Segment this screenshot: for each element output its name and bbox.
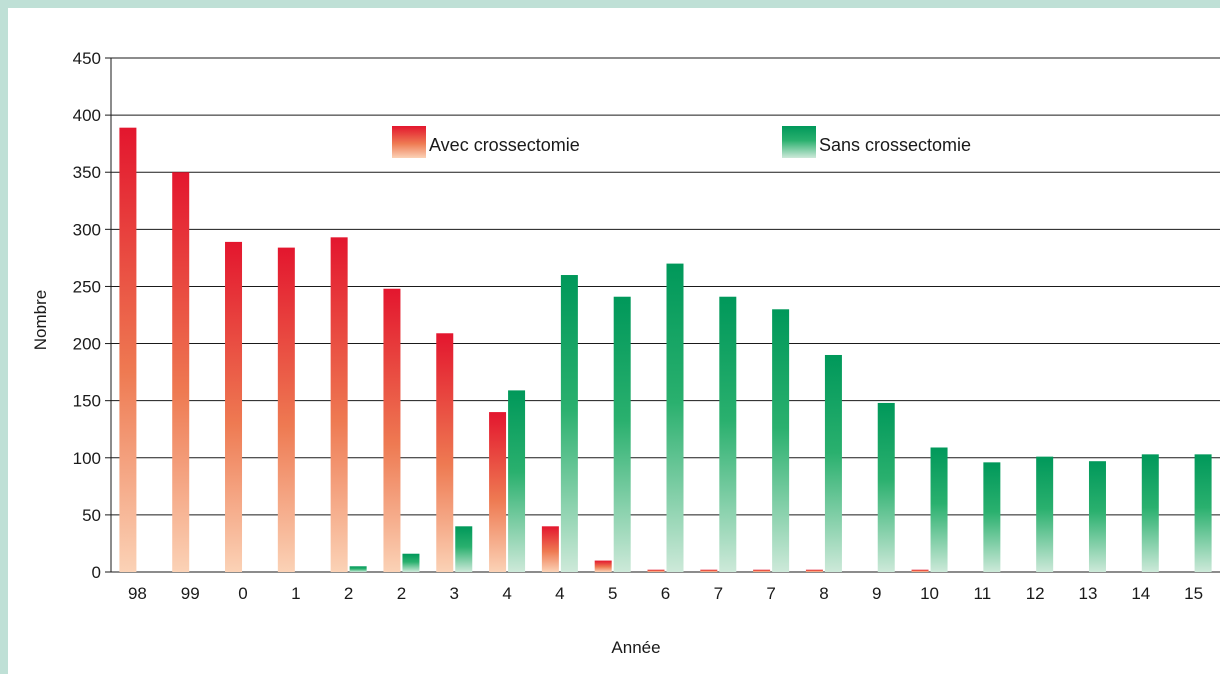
x-tick-label: 3 xyxy=(450,584,459,603)
bar-chart: 98 99 0 1 2 2 3 4 4 5 6 7 7 8 9 10 11 12 13 14 15 0501001502… xyxy=(31,49,1220,657)
bar-sans xyxy=(349,566,367,572)
x-tick-label: 11 xyxy=(974,584,992,603)
y-tick-label: 350 xyxy=(73,163,101,182)
x-tick-label: 12 xyxy=(1026,584,1045,603)
y-tick-label: 0 xyxy=(92,563,101,582)
x-tick-label: 5 xyxy=(608,584,617,603)
y-axis-title: Nombre xyxy=(31,290,50,350)
bar-sans xyxy=(1088,461,1106,572)
bar-avec xyxy=(805,569,823,572)
x-tick-label: 8 xyxy=(819,584,828,603)
bar-sans xyxy=(983,462,1001,572)
bar-avec xyxy=(330,237,348,572)
x-tick-label: 15 xyxy=(1184,584,1203,603)
x-tick-label: 4 xyxy=(502,584,511,603)
y-tick-label: 200 xyxy=(73,335,101,354)
bar-avec xyxy=(541,526,559,572)
gridlines xyxy=(111,57,1220,516)
bar-avec xyxy=(119,127,137,573)
x-tick-labels: 98 99 0 1 2 2 3 4 4 5 6 7 7 8 9 10 11 12 13 14 15 xyxy=(128,584,1203,603)
bar-sans xyxy=(1141,454,1159,572)
x-tick-label: 9 xyxy=(872,584,881,603)
bar-avec xyxy=(489,412,507,572)
y-tick-label: 100 xyxy=(73,449,101,468)
bar-sans xyxy=(455,526,473,572)
bar-sans xyxy=(613,296,631,572)
x-tick-label: 1 xyxy=(291,584,300,603)
bar-avec xyxy=(277,247,295,572)
x-axis-title: Année xyxy=(611,638,660,657)
legend-label-avec: Avec crossectomie xyxy=(429,135,580,155)
y-tick-label: 300 xyxy=(73,220,101,239)
x-tick-label: 2 xyxy=(397,584,406,603)
bar-sans xyxy=(719,296,737,572)
bar-avec xyxy=(647,569,665,572)
x-tick-label: 2 xyxy=(344,584,353,603)
bar-sans xyxy=(1194,454,1212,572)
legend-swatch-sans xyxy=(782,126,816,158)
bar-avec xyxy=(172,172,190,572)
y-tick-label: 450 xyxy=(73,49,101,68)
bar-avec xyxy=(911,569,929,572)
y-tick-labels: 0 50 100 150 200 250 300 350 400 450 xyxy=(73,49,101,582)
bar-sans xyxy=(877,402,895,572)
y-tick-label: 250 xyxy=(73,277,101,296)
x-tick-label: 0 xyxy=(238,584,247,603)
x-tick-label: 98 xyxy=(128,584,147,603)
y-tick-label: 50 xyxy=(82,506,101,525)
x-tick-label: 7 xyxy=(766,584,775,603)
bar-avec xyxy=(700,569,718,572)
x-tick-label: 99 xyxy=(181,584,200,603)
x-tick-label: 13 xyxy=(1079,584,1098,603)
bar-sans xyxy=(560,275,578,572)
bar-sans xyxy=(772,309,790,572)
x-tick-label: 6 xyxy=(661,584,670,603)
bar-sans xyxy=(402,553,420,572)
bars xyxy=(119,127,1212,573)
bar-avec xyxy=(594,560,612,572)
x-tick-label: 7 xyxy=(714,584,723,603)
legend-label-sans: Sans crossectomie xyxy=(819,135,971,155)
bar-avec xyxy=(383,288,401,572)
bar-avec xyxy=(225,241,243,573)
bar-sans xyxy=(666,263,684,572)
legend-swatch-avec xyxy=(392,126,426,158)
axes xyxy=(105,57,1220,573)
bar-sans xyxy=(824,354,842,572)
bar-sans xyxy=(930,447,948,572)
bar-sans xyxy=(508,390,526,572)
bar-sans xyxy=(1036,456,1054,572)
x-tick-label: 4 xyxy=(555,584,564,603)
x-tick-label: 10 xyxy=(920,584,939,603)
y-tick-label: 400 xyxy=(73,106,101,125)
x-tick-label: 14 xyxy=(1131,584,1150,603)
y-tick-label: 150 xyxy=(73,392,101,411)
bar-avec xyxy=(753,569,771,572)
legend: Avec crossectomie Sans crossectomie xyxy=(392,126,971,158)
bar-avec xyxy=(436,333,454,572)
chart-frame: 98 99 0 1 2 2 3 4 4 5 6 7 7 8 9 10 11 12 13 14 15 0 50 100 150 2… xyxy=(8,8,1220,674)
